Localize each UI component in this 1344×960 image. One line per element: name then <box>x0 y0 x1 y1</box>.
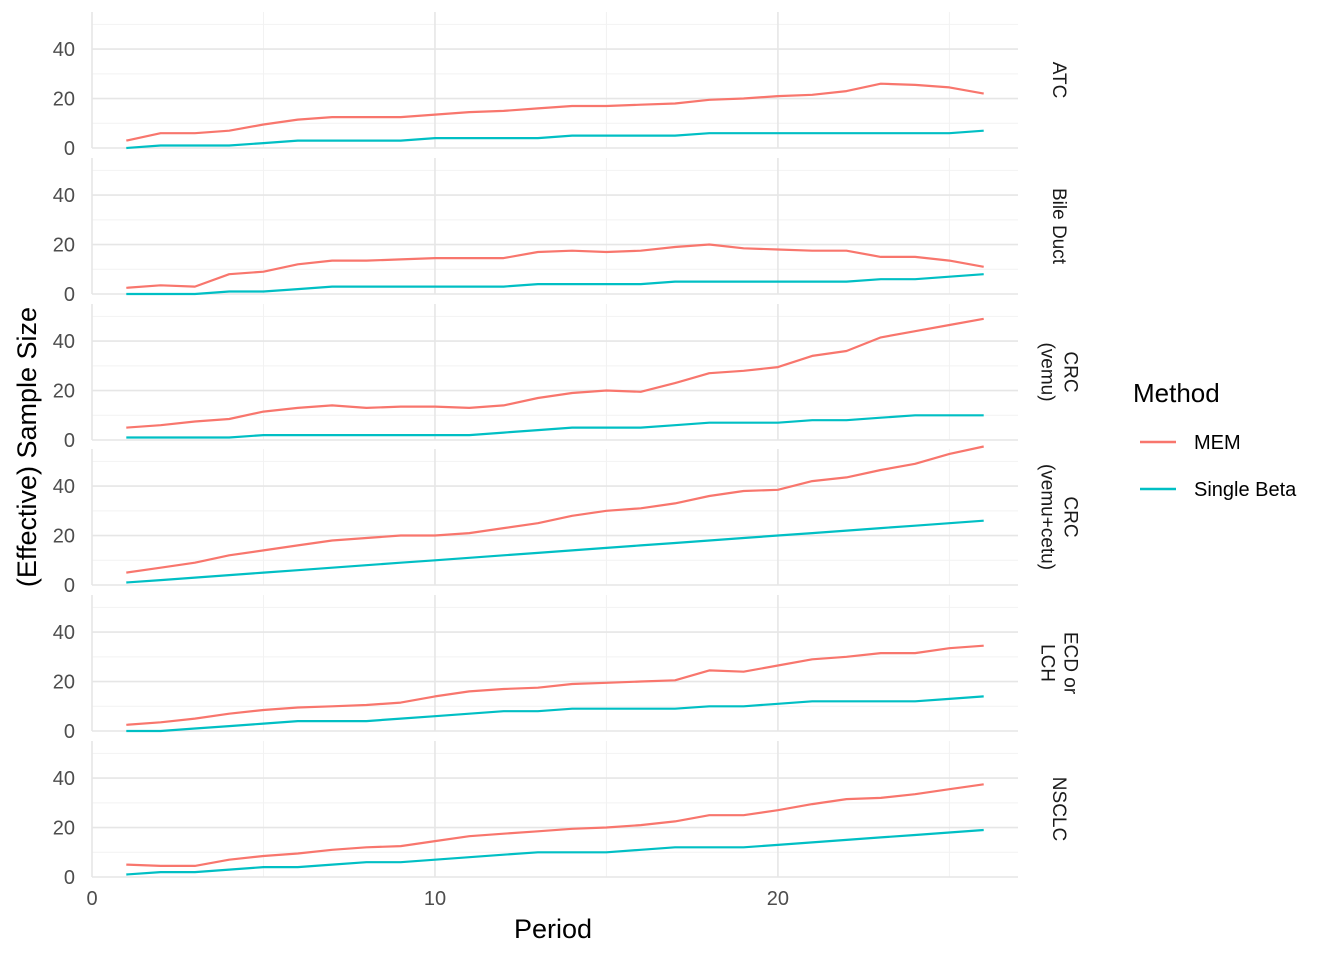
x-tick-label: 10 <box>424 888 446 910</box>
y-tick-label: 40 <box>53 622 75 644</box>
legend-label: MEM <box>1194 432 1241 454</box>
series-line-single-beta <box>126 129 984 150</box>
series-line-mem <box>126 317 984 429</box>
panel-6: 0 20 40 NSCLC <box>53 741 1069 889</box>
y-tick-label: 0 <box>64 721 75 743</box>
x-axis-title: Period <box>514 914 592 944</box>
series-line-single-beta <box>126 414 984 439</box>
y-tick-label: 20 <box>53 381 75 403</box>
x-tick-label: 0 <box>86 888 97 910</box>
facet-strip-label: ECD or <box>1060 632 1081 695</box>
series-line-mem <box>126 243 984 289</box>
y-tick-label: 0 <box>64 284 75 306</box>
y-tick-label: 0 <box>64 867 75 889</box>
y-tick-label: 20 <box>53 672 75 694</box>
y-tick-label: 40 <box>53 331 75 353</box>
series-line-single-beta <box>126 273 984 296</box>
y-tick-label: 40 <box>53 185 75 207</box>
series-line-single-beta <box>126 519 984 584</box>
x-tick-label: 20 <box>767 888 789 910</box>
x-axis: 0 10 20 <box>86 888 789 910</box>
facet-strip-label: LCH <box>1037 644 1058 682</box>
y-tick-label: 40 <box>53 768 75 790</box>
series-line-single-beta <box>126 695 984 733</box>
y-tick-label: 0 <box>64 430 75 452</box>
panel-1: 0 20 40 ATC <box>53 12 1069 160</box>
y-tick-label: 40 <box>53 39 75 61</box>
facet-strip-label: (vemu) <box>1037 342 1058 401</box>
panel-3: 0 20 40 CRC(vemu) <box>53 304 1081 452</box>
y-tick-label: 0 <box>64 138 75 160</box>
legend: Method MEM Single Beta <box>1133 378 1297 501</box>
series-line-mem <box>126 445 984 574</box>
series-line-single-beta <box>126 828 984 876</box>
legend-title: Method <box>1133 378 1220 408</box>
y-tick-label: 20 <box>53 526 75 548</box>
y-tick-label: 0 <box>64 575 75 597</box>
facet-strip-label: ATC <box>1048 62 1069 99</box>
y-tick-label: 20 <box>53 89 75 111</box>
y-tick-label: 40 <box>53 476 75 498</box>
facet-strip-label: CRC <box>1060 496 1081 537</box>
y-axis-title: (Effective) Sample Size <box>12 307 42 587</box>
y-tick-label: 20 <box>53 235 75 257</box>
series-line-mem <box>126 644 984 726</box>
series-line-mem <box>126 783 984 868</box>
panel-4: 0 20 40 CRC(vemu+cetu) <box>53 445 1081 597</box>
facet-strip-label: (vemu+cetu) <box>1037 464 1058 570</box>
series-line-mem <box>126 82 984 142</box>
y-tick-label: 20 <box>53 818 75 840</box>
facet-strip-label: NSCLC <box>1048 777 1069 841</box>
panel-2: 0 20 40 Bile Duct <box>53 158 1069 306</box>
facet-strip-label: CRC <box>1060 351 1081 392</box>
facet-strip-label: Bile Duct <box>1048 188 1069 265</box>
legend-label: Single Beta <box>1194 479 1297 501</box>
